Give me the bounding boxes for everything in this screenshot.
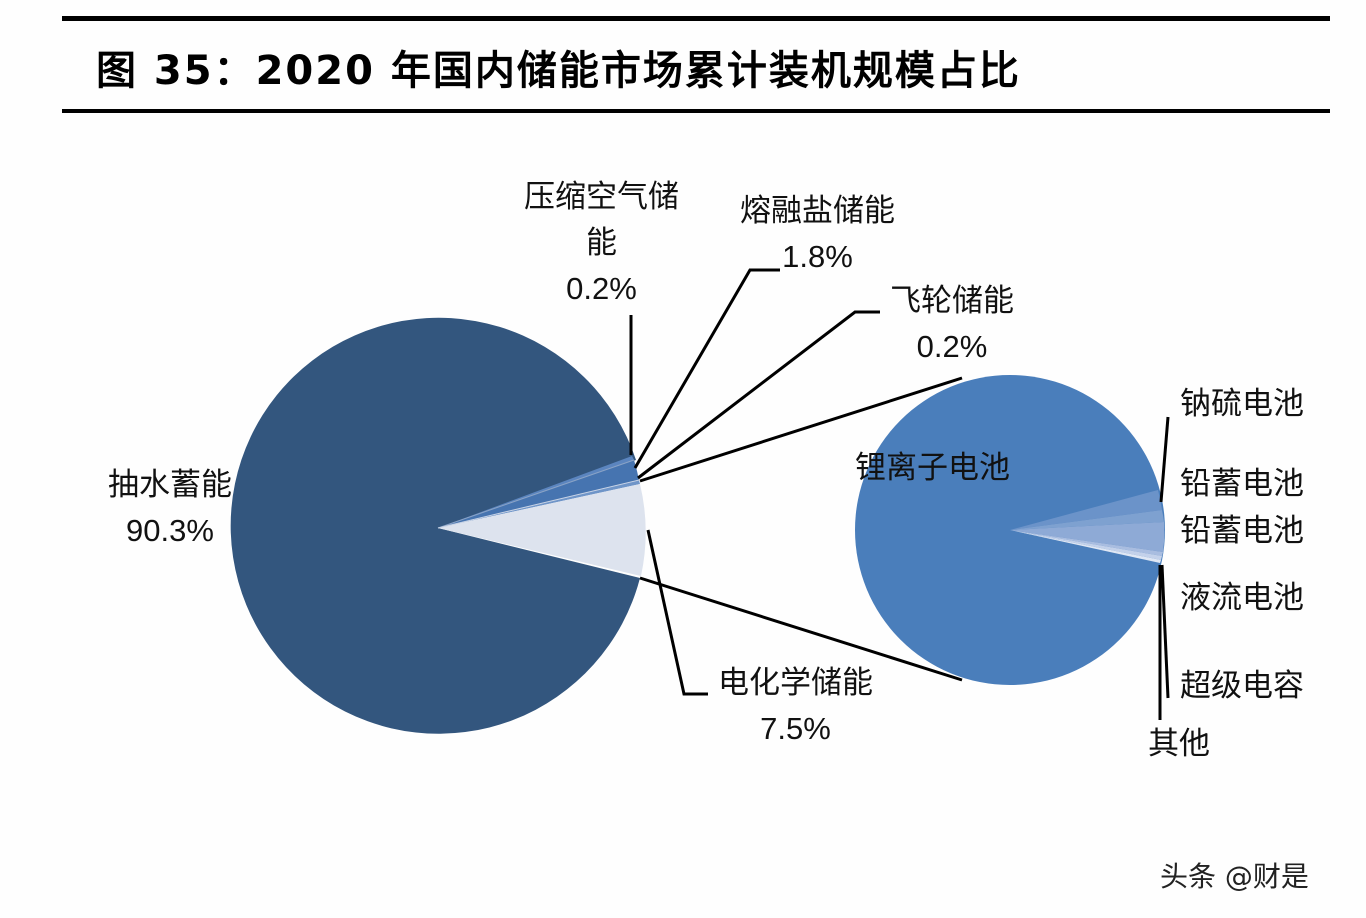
title-underline: [62, 109, 1330, 113]
leader-supercapacitor: [1160, 564, 1170, 699]
leader-molten-salt: [633, 268, 780, 469]
label-sodium-sulfur: 钠硫电池: [1180, 386, 1304, 422]
connector-top: [639, 376, 963, 483]
watermark: 头条 @财是: [1160, 860, 1309, 893]
slice-flow-battery: [1010, 530, 1163, 556]
connector-bottom: [639, 576, 963, 682]
top-rule: [62, 16, 1330, 21]
label-electrochemical: 电化学储能 7.5%: [718, 665, 873, 746]
label-flywheel: 飞轮储能 0.2%: [890, 283, 1014, 364]
figure-title: 图 35：2020 年国内储能市场累计装机规模占比: [96, 48, 1021, 94]
slice-supercapacitor: [1010, 530, 1162, 560]
leader-sodium-sulfur: [1159, 416, 1170, 503]
label-lead-acid-2: 铅蓄电池: [1180, 513, 1304, 549]
label-supercapacitor: 超级电容: [1180, 668, 1304, 704]
label-molten-salt: 熔融盐储能 1.8%: [740, 193, 895, 274]
label-lithium: 锂离子电池: [855, 450, 1010, 486]
label-other: 其他: [1148, 726, 1210, 762]
slice-compressed-air: [438, 456, 634, 528]
label-compressed-air: 压缩空气储 能 0.2%: [524, 179, 679, 306]
slice-pumped-hydro: [230, 317, 640, 734]
slice-lead-acid-1: [1010, 510, 1164, 530]
leader-flywheel: [637, 310, 880, 480]
leader-electrochemical: [646, 529, 708, 696]
slice-lead-acid-2: [1010, 522, 1165, 552]
slice-other: [1010, 530, 1161, 563]
label-lead-acid-1: 铅蓄电池: [1180, 466, 1304, 502]
label-pumped-hydro: 抽水蓄能 90.3%: [108, 467, 232, 548]
label-flow-battery: 液流电池: [1180, 580, 1304, 616]
slice-electrochemical: [438, 484, 646, 576]
slice-sodium-sulfur: [1010, 490, 1162, 530]
